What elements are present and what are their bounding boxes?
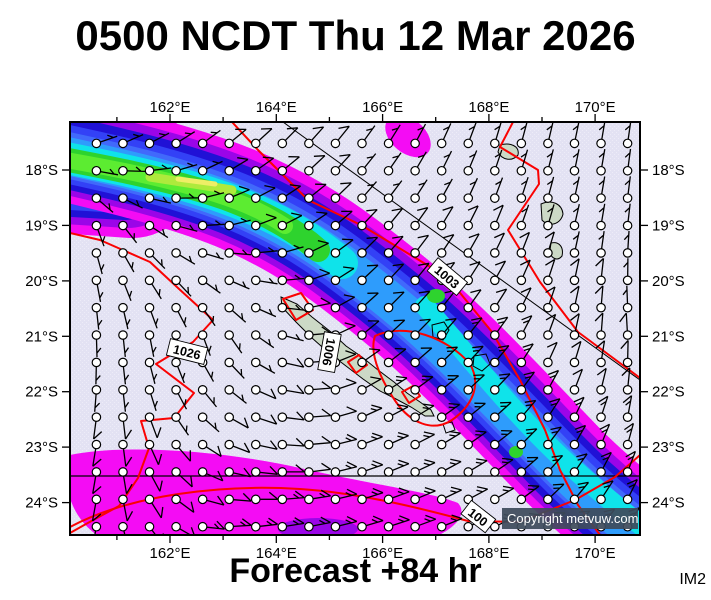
isobar-diamond-1: [347, 354, 368, 374]
copyright-badge: Copyright metvuw.com: [502, 508, 639, 529]
lon-label-bottom: 166°E: [362, 545, 403, 562]
copyright-text: Copyright metvuw.com: [507, 511, 639, 526]
lon-label-bottom: 162°E: [149, 545, 190, 562]
isobar-bottom-arc: [70, 454, 640, 528]
lat-label-left: 22°S: [25, 384, 58, 401]
lon-label-bottom: 164°E: [256, 545, 297, 562]
lon-label-top: 170°E: [575, 99, 616, 116]
wind-barbs: [91, 122, 640, 535]
isobar-diamond-2: [401, 385, 421, 404]
lat-label-left: 20°S: [25, 273, 58, 290]
lat-label-right: 22°S: [652, 384, 685, 401]
mare-island: [472, 353, 491, 372]
lon-label-top: 166°E: [362, 99, 403, 116]
lat-label-left: 24°S: [25, 495, 58, 512]
svg-text:1026: 1026: [172, 342, 202, 362]
lat-label-right: 19°S: [652, 217, 685, 234]
isobar-1003-east: [499, 122, 640, 379]
svg-text:1006: 1006: [319, 337, 338, 367]
forecast-label: Forecast +84 hr: [229, 552, 482, 590]
lon-label-bottom: 170°E: [575, 545, 616, 562]
isobar-label: 1026: [165, 338, 209, 365]
lat-label-right: 23°S: [652, 439, 685, 456]
page-title: 0500 NCDT Thu 12 Mar 2026: [75, 12, 636, 59]
lon-label-top: 168°E: [468, 99, 509, 116]
lon-label-top: 164°E: [256, 99, 297, 116]
isobar-label: 1006: [317, 331, 342, 373]
shear-line: [282, 122, 640, 381]
axis-labels: 162°E 162°E 164°E 164°E 166°E 166°E 168°E 168°E…: [25, 99, 684, 562]
lat-label-right: 21°S: [652, 328, 685, 345]
lat-label-right: 18°S: [652, 162, 685, 179]
isobar-1026: [70, 232, 214, 534]
lon-label-top: 162°E: [149, 99, 190, 116]
lon-label-bottom: 168°E: [468, 545, 509, 562]
lat-label-right: 20°S: [652, 273, 685, 290]
lat-label-left: 19°S: [25, 217, 58, 234]
lat-label-left: 23°S: [25, 439, 58, 456]
corner-tag: IM2: [679, 571, 706, 588]
lat-label-left: 21°S: [25, 328, 58, 345]
axis-ticks: [62, 114, 648, 543]
wind-stations: [91, 138, 633, 532]
lat-label-left: 18°S: [25, 162, 58, 179]
map-frame: [69, 121, 641, 536]
lat-label-right: 24°S: [652, 495, 685, 512]
